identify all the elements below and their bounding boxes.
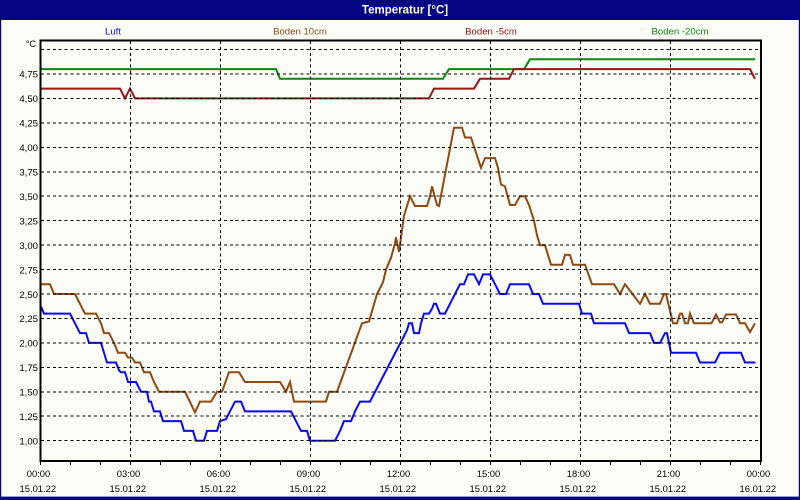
svg-text:3,00: 3,00 bbox=[19, 241, 38, 252]
svg-text:3,25: 3,25 bbox=[19, 217, 38, 228]
svg-text:2,75: 2,75 bbox=[19, 265, 38, 276]
svg-text:Boden -20cm: Boden -20cm bbox=[651, 26, 708, 37]
svg-text:18:00: 18:00 bbox=[567, 468, 590, 479]
svg-text:15.01.22: 15.01.22 bbox=[470, 483, 507, 494]
svg-text:3,50: 3,50 bbox=[19, 192, 38, 203]
svg-text:4,25: 4,25 bbox=[19, 119, 38, 130]
svg-text:Temperatur [°C]: Temperatur [°C] bbox=[362, 5, 448, 17]
svg-text:06:00: 06:00 bbox=[207, 468, 230, 479]
svg-text:00:00: 00:00 bbox=[747, 468, 770, 479]
svg-text:15.01.22: 15.01.22 bbox=[650, 483, 687, 494]
svg-text:1,75: 1,75 bbox=[19, 363, 38, 374]
svg-text:2,00: 2,00 bbox=[19, 339, 38, 350]
svg-text:15.01.22: 15.01.22 bbox=[110, 483, 147, 494]
svg-text:3,75: 3,75 bbox=[19, 168, 38, 179]
svg-text:1,00: 1,00 bbox=[19, 437, 38, 448]
svg-text:09:00: 09:00 bbox=[297, 468, 320, 479]
svg-text:15.01.22: 15.01.22 bbox=[20, 483, 57, 494]
svg-text:1,25: 1,25 bbox=[19, 412, 38, 423]
svg-text:4,50: 4,50 bbox=[19, 94, 38, 105]
svg-text:Luft: Luft bbox=[105, 26, 121, 37]
svg-text:°C: °C bbox=[26, 39, 37, 49]
svg-text:16.01.22: 16.01.22 bbox=[740, 483, 777, 494]
svg-text:4,00: 4,00 bbox=[19, 143, 38, 154]
svg-text:15.01.22: 15.01.22 bbox=[380, 483, 417, 494]
svg-text:15.01.22: 15.01.22 bbox=[290, 483, 327, 494]
svg-text:2,25: 2,25 bbox=[19, 314, 38, 325]
svg-text:1,50: 1,50 bbox=[19, 388, 38, 399]
svg-text:12:00: 12:00 bbox=[387, 468, 410, 479]
svg-text:21:00: 21:00 bbox=[657, 468, 680, 479]
svg-text:4,75: 4,75 bbox=[19, 70, 38, 81]
svg-text:15:00: 15:00 bbox=[477, 468, 500, 479]
svg-text:2,50: 2,50 bbox=[19, 290, 38, 301]
svg-text:15.01.22: 15.01.22 bbox=[200, 483, 237, 494]
svg-text:00:00: 00:00 bbox=[27, 468, 50, 479]
svg-text:Boden 10cm: Boden 10cm bbox=[273, 26, 327, 37]
svg-text:Boden -5cm: Boden -5cm bbox=[465, 26, 517, 37]
svg-text:15.01.22: 15.01.22 bbox=[560, 483, 597, 494]
svg-text:03:00: 03:00 bbox=[117, 468, 140, 479]
